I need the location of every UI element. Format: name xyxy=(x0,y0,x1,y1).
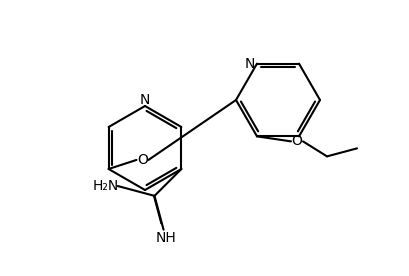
Text: NH: NH xyxy=(155,231,176,245)
Text: O: O xyxy=(137,153,148,167)
Text: H₂N: H₂N xyxy=(93,179,119,193)
Text: N: N xyxy=(140,93,150,107)
Text: N: N xyxy=(245,57,255,71)
Text: O: O xyxy=(292,134,302,148)
